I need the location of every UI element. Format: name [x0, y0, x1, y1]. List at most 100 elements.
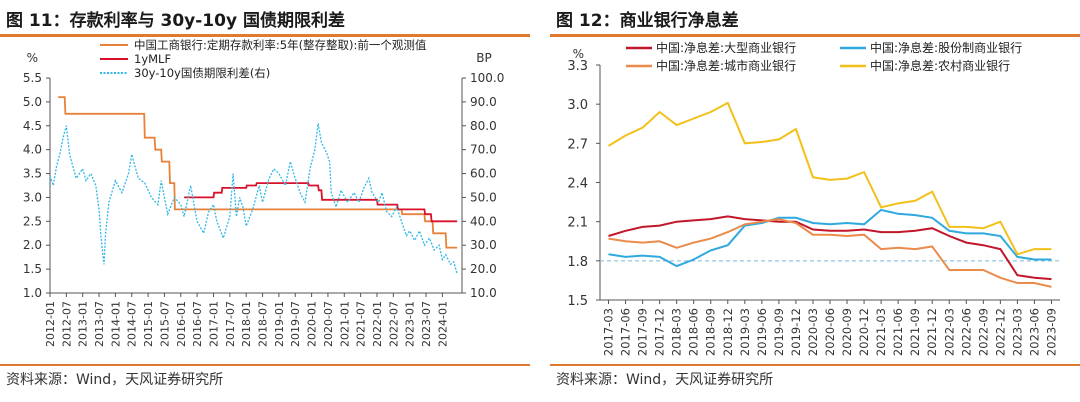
- y-right-tick-label: 90.0: [470, 95, 497, 109]
- x-tick-label: 2012-01: [44, 301, 57, 347]
- y-right-tick-label: 20.0: [470, 262, 497, 276]
- x-tick-label: 2020-07: [322, 301, 335, 347]
- x-tick-label: 2013-01: [77, 301, 90, 347]
- x-tick-label: 2020-09: [840, 308, 854, 356]
- y-right-tick-label: 50.0: [470, 190, 497, 204]
- y-left-unit: %: [27, 51, 38, 65]
- x-tick-label: 2023-06: [1027, 308, 1041, 356]
- y-right-tick-label: 60.0: [470, 167, 497, 181]
- series-line-2: [608, 218, 1052, 288]
- x-tick-label: 2018-06: [687, 308, 701, 356]
- x-tick-label: 2022-09: [976, 308, 990, 356]
- series-line-1: [608, 208, 1052, 268]
- y-right-tick-label: 70.0: [470, 143, 497, 157]
- x-tick-label: 2021-09: [908, 308, 922, 356]
- y-right-tick-label: 30.0: [470, 238, 497, 252]
- left-chart-svg: % BP 1.0 1.5 2.0 2.5 3.0 3.5 4.0 4.5 5.0 5.5 10.0 20.…: [23, 38, 504, 347]
- x-tick-label: 2012-07: [60, 301, 73, 347]
- right-chart-panel: 图 12：商业银行净息差 % 3.3 3.0 2.7 2.4 2.1 1.8 1.5 2017-…: [550, 0, 1080, 402]
- x-tick-label: 2015-01: [142, 301, 155, 347]
- y-left-tick-label: 2.0: [23, 238, 42, 252]
- x-tick-label: 2014-01: [109, 301, 122, 347]
- title-rule: [0, 34, 530, 37]
- y-tick-label: 2.4: [567, 177, 588, 192]
- x-tick-label: 2021-03: [874, 308, 888, 356]
- x-tick-label: 2013-07: [93, 301, 106, 347]
- chart-source: 资料来源：Wind，天风证券研究所: [6, 372, 224, 388]
- right-chart-svg: %3.3 3.0 2.7 2.4 2.1 1.8 1.5 2017-03 2017-06 2017…: [567, 40, 1060, 356]
- x-tick-label: 2018-07: [257, 301, 270, 347]
- series-line-3: [607, 101, 1052, 256]
- x-tick-label: 2020-03: [806, 308, 820, 356]
- series-line-1: [184, 182, 458, 223]
- y-left-tick-label: 3.5: [23, 167, 42, 181]
- y-tick-label: 2.7: [567, 137, 588, 152]
- x-tick-label: 2017-06: [619, 308, 633, 356]
- x-tick-label: 2019-07: [289, 301, 302, 347]
- x-tick-label: 2018-03: [670, 308, 684, 356]
- y-left-tick-label: 5.0: [23, 95, 42, 109]
- x-tick-label: 2022-01: [371, 301, 384, 347]
- x-tick-label: 2020-06: [823, 308, 837, 356]
- x-tick-label: 2016-07: [191, 301, 204, 347]
- y-tick-label: 3.0: [567, 98, 588, 113]
- y-tick-label: 3.3: [567, 59, 588, 74]
- x-tick-label: 2022-06: [959, 308, 973, 356]
- x-tick-label: 2022-12: [993, 308, 1007, 356]
- x-tick-label: 2018-12: [721, 308, 735, 356]
- y-right-unit: BP: [476, 51, 491, 65]
- left-chart-panel: 图 11：存款利率与 30y-10y 国债期限利差 % BP 1.0 1.5 2.0 2.…: [0, 0, 530, 402]
- y-left-tick-label: 4.5: [23, 119, 42, 133]
- x-tick-label: 2021-12: [925, 308, 939, 356]
- x-tick-label: 2019-12: [789, 308, 803, 356]
- y-right-tick-label: 100.0: [470, 71, 504, 85]
- legend-label-3: 中国:净息差:农村商业银行: [870, 58, 1010, 73]
- x-tick-label: 2021-01: [338, 301, 351, 347]
- series-line-2: [49, 123, 458, 275]
- y-left-tick-label: 2.5: [23, 214, 42, 228]
- x-tick-label: 2022-03: [942, 308, 956, 356]
- x-tick-label: 2023-03: [1010, 308, 1024, 356]
- x-tick-label: 2017-09: [636, 308, 650, 356]
- x-tick-label: 2023-01: [404, 301, 417, 347]
- chart-title: 图 11：存款利率与 30y-10y 国债期限利差: [6, 11, 345, 31]
- chart-source: 资料来源：Wind，天风证券研究所: [556, 372, 774, 388]
- series-line-0: [58, 96, 458, 249]
- series-line-0: [608, 215, 1052, 281]
- y-unit: %: [573, 47, 584, 61]
- x-tick-label: 2023-07: [420, 301, 433, 347]
- source-rule: [550, 364, 1080, 366]
- x-tick-label: 2015-07: [158, 301, 171, 347]
- legend-label-1: 1yMLF: [134, 52, 171, 66]
- title-rule: [550, 34, 1080, 37]
- y-right-tick-label: 40.0: [470, 214, 497, 228]
- x-tick-label: 2017-07: [224, 301, 237, 347]
- x-tick-label: 2023-09: [1044, 308, 1058, 356]
- y-tick-label: 1.5: [567, 294, 588, 309]
- x-tick-label: 2021-07: [355, 301, 368, 347]
- y-right-tick-label: 80.0: [470, 119, 497, 133]
- source-rule: [0, 364, 530, 366]
- y-left-tick-label: 4.0: [23, 143, 42, 157]
- y-left-tick-label: 3.0: [23, 190, 42, 204]
- x-tick-label: 2019-01: [273, 301, 286, 347]
- x-tick-label: 2018-09: [704, 308, 718, 356]
- chart-title: 图 12：商业银行净息差: [556, 11, 739, 31]
- y-left-tick-label: 5.5: [23, 71, 42, 85]
- x-tick-label: 2018-01: [240, 301, 253, 347]
- y-left-tick-label: 1.0: [23, 286, 42, 300]
- x-tick-label: 2016-01: [175, 301, 188, 347]
- legend-label-0: 中国工商银行:定期存款利率:5年(整存整取):前一个观测值: [134, 38, 427, 52]
- x-tick-label: 2019-03: [738, 308, 752, 356]
- y-tick-label: 1.8: [567, 255, 588, 270]
- y-tick-label: 2.1: [567, 216, 588, 231]
- x-tick-label: 2021-06: [891, 308, 905, 356]
- y-right-tick-label: 10.0: [470, 286, 497, 300]
- legend-label-2: 中国:净息差:城市商业银行: [656, 58, 796, 73]
- y-left-tick-label: 1.5: [23, 262, 42, 276]
- legend-label-0: 中国:净息差:大型商业银行: [656, 40, 796, 55]
- x-tick-label: 2017-03: [602, 308, 616, 356]
- x-tick-label: 2019-09: [772, 308, 786, 356]
- x-tick-label: 2020-01: [306, 301, 319, 347]
- x-tick-label: 2022-07: [387, 301, 400, 347]
